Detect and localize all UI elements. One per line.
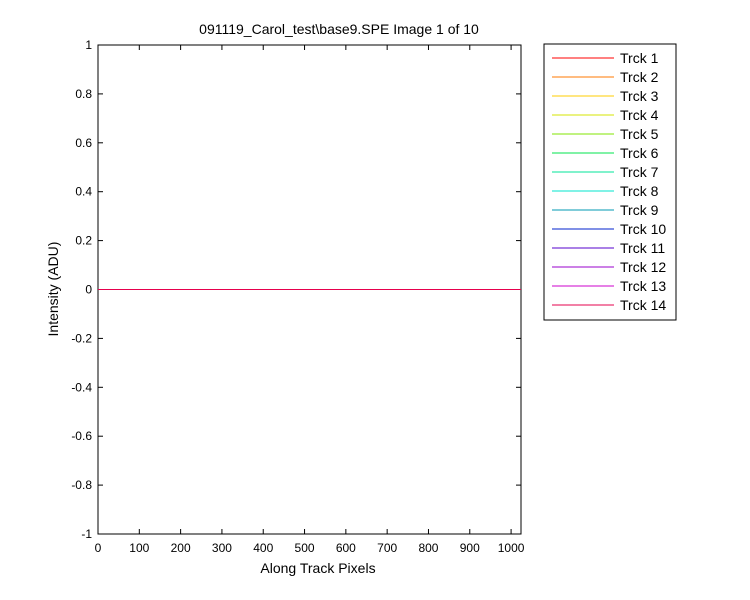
legend-entry: Trck 4	[552, 107, 659, 123]
legend-label: Trck 13	[620, 278, 666, 294]
legend-label: Trck 1	[620, 50, 659, 66]
legend-label: Trck 12	[620, 259, 666, 275]
legend-label: Trck 7	[620, 164, 659, 180]
legend-entry: Trck 13	[552, 278, 666, 294]
legend-entry: Trck 3	[552, 88, 659, 104]
y-tick-label: -0.8	[71, 478, 92, 492]
x-tick-label: 100	[129, 541, 149, 555]
x-tick-label: 500	[295, 541, 315, 555]
legend-entry: Trck 11	[552, 240, 665, 256]
x-axis-label: Along Track Pixels	[260, 560, 375, 576]
x-tick-label: 0	[95, 541, 102, 555]
y-axis-label: Intensity (ADU)	[45, 242, 61, 337]
y-tick-label: -0.4	[71, 380, 92, 394]
legend-entry: Trck 2	[552, 69, 659, 85]
legend: Trck 1 Trck 2 Trck 3 Trck 4 Trck 5 Trck 6 Trck…	[543, 43, 677, 321]
legend-entry: Trck 1	[552, 50, 659, 66]
chart-title: 091119_Carol_test\base9.SPE Image 1 of 1…	[199, 21, 479, 37]
legend-label: Trck 4	[620, 107, 659, 123]
legend-entry: Trck 7	[552, 164, 659, 180]
legend-label: Trck 8	[620, 183, 659, 199]
y-tick-label: 0.6	[75, 136, 92, 150]
legend-entry: Trck 8	[552, 183, 659, 199]
x-tick-label: 200	[171, 541, 191, 555]
y-tick-label: 0.8	[75, 87, 92, 101]
x-tick-label: 900	[460, 541, 480, 555]
legend-entry: Trck 6	[552, 145, 659, 161]
y-tick-label: -0.2	[71, 331, 92, 345]
legend-label: Trck 6	[620, 145, 659, 161]
legend-label: Trck 10	[620, 221, 666, 237]
legend-label: Trck 9	[620, 202, 659, 218]
legend-entry: Trck 9	[552, 202, 659, 218]
y-tick-label: 1	[85, 38, 92, 52]
legend-label: Trck 11	[620, 240, 665, 256]
y-tick-label: -1	[81, 527, 92, 541]
legend-label: Trck 2	[620, 69, 659, 85]
legend-label: Trck 5	[620, 126, 659, 142]
y-tick-label: 0.4	[75, 185, 92, 199]
x-tick-label: 300	[212, 541, 232, 555]
legend-entry: Trck 12	[552, 259, 666, 275]
x-tick-label: 800	[418, 541, 438, 555]
legend-entry: Trck 14	[552, 297, 666, 313]
legend-label: Trck 3	[620, 88, 659, 104]
legend-box	[543, 43, 677, 321]
legend-entry: Trck 5	[552, 126, 659, 142]
x-tick-label: 400	[253, 541, 273, 555]
x-tick-label: 700	[377, 541, 397, 555]
legend-label: Trck 14	[620, 297, 666, 313]
x-tick-label: 600	[336, 541, 356, 555]
x-tick-label: 1000	[498, 541, 525, 555]
legend-entry: Trck 10	[552, 221, 666, 237]
y-tick-label: 0	[85, 283, 92, 297]
x-axis: 0 100 200 300 400 500 600 700 800 900 1000	[95, 45, 525, 555]
y-tick-label: -0.6	[71, 429, 92, 443]
y-axis: 1 0.8 0.6 0.4 0.2 0 -0.2 -0.4 -0.6 -0.8 -1	[71, 38, 521, 541]
y-tick-label: 0.2	[75, 234, 92, 248]
